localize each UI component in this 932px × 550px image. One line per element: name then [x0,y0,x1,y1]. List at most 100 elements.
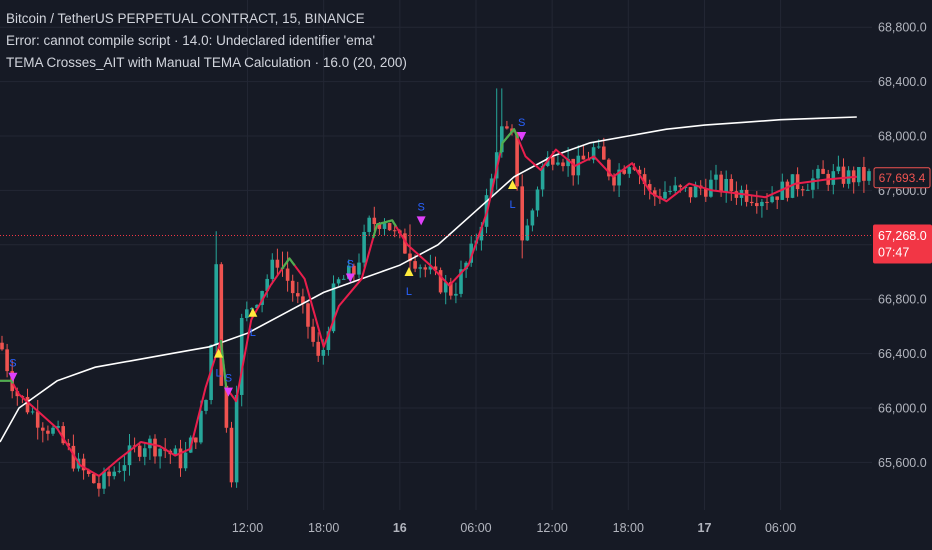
candle [851,166,856,194]
candle-body [714,174,718,180]
label-value: 67,268.0 [878,229,927,243]
candle-body [5,349,9,372]
candle-body [576,155,581,176]
candle-body [199,410,203,443]
candle [418,264,422,278]
candle-body [724,178,728,193]
candle-body [744,189,749,202]
long-signal: L [404,267,414,298]
candle-body [785,181,790,198]
candle-body [413,261,417,269]
candle-body [153,438,157,457]
short-signal-label: S [225,373,232,385]
candle-body [183,452,188,469]
label-outline [873,167,931,189]
candle-body [275,259,280,268]
candle [836,155,841,174]
candle-body [765,201,769,203]
candle-body [663,191,667,199]
candle-body [433,266,438,271]
price-axis[interactable]: 68,800.068,400.068,000.067,600.067,200.0… [872,0,932,550]
candle-body [719,174,723,193]
y-tick-label: 65,600.0 [878,456,927,470]
candle [214,231,218,355]
candle-body [709,179,713,197]
candle [724,170,728,203]
candle [760,198,764,218]
price-axis-background [872,0,932,550]
candle-body [591,147,596,160]
tema-bear-path [0,128,857,477]
tema-line [0,128,857,477]
candle-body [800,189,805,191]
candle [158,447,162,469]
y-tick-label: 66,400.0 [878,347,927,361]
candle-body [41,427,45,431]
candle-body [505,126,509,129]
candle-body [219,264,224,386]
script-error-line[interactable]: Error: cannot compile script · 14.0: Und… [6,33,376,48]
candle [561,158,565,172]
candle [331,275,336,334]
candle-body [127,445,132,466]
short-signal: S [345,258,355,283]
candle [520,174,524,259]
candle-body [443,282,448,293]
candle [459,260,463,298]
time-axis[interactable]: 12:00 18:00 16 06:00 12:00 18:00 17 06:00 [0,510,932,550]
candle-body [71,445,76,469]
candle [275,248,280,276]
candle-body [97,483,101,489]
candle [127,434,132,476]
candle [811,169,815,199]
candle-body [862,167,866,181]
candle-body [35,411,40,428]
candle-body [255,304,259,309]
candle [867,168,871,186]
candle-body [117,470,122,472]
candle [296,281,300,304]
candle-body [780,181,785,200]
candle-body [158,448,162,457]
candle [464,261,468,278]
candle [122,455,127,482]
candle-body [755,203,759,207]
candle-body [270,259,275,279]
symbol-title[interactable]: Bitcoin / TetherUS PERPETUAL CONTRACT, 1… [6,11,365,26]
candle-body [423,267,428,270]
candle-body [438,270,443,293]
candle-body [489,178,494,196]
candle [693,181,698,198]
candle [729,174,734,201]
short-triangle-icon [223,387,233,397]
candle-body [816,168,820,179]
candle [367,215,371,237]
candle [336,277,341,286]
candle-body [301,296,305,304]
label-value: 67,693.4 [879,171,926,185]
candle [285,251,290,292]
indicator-title[interactable]: TEMA Crosses_AIT with Manual TEMA Calcul… [6,55,407,70]
candle [143,443,147,466]
candle-body [729,178,734,192]
candle [270,253,275,285]
y-tick-label: 68,000.0 [878,130,927,144]
candle-body [515,132,519,187]
candle-body [229,427,234,483]
candle-body [617,169,621,186]
candle [107,466,111,487]
candle-body [581,155,586,160]
candle-body [51,427,55,434]
candle-body [265,278,269,292]
candle-body [612,176,616,186]
candle [46,425,50,441]
candle [841,158,846,188]
candle [739,185,744,206]
candle [749,195,754,206]
candle [204,399,208,415]
candle-body [734,191,739,198]
candle-body [46,430,50,434]
candle-body [61,426,65,444]
candle-body [596,146,601,148]
